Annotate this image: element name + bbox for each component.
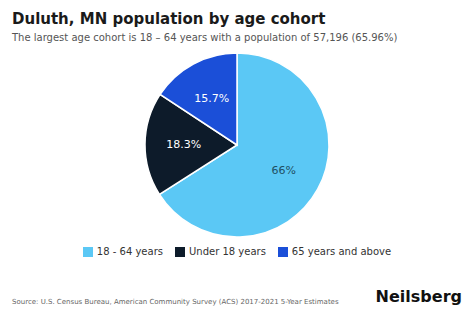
html-text:The largest age cohort is 18 –: The largest age cohort is 18 – 64 years … bbox=[12, 32, 398, 43]
svg-text:15.7%: 15.7% bbox=[194, 92, 229, 105]
html-text:Under 18 years: Under 18 years bbox=[189, 246, 266, 257]
svg-text:18.3%: 18.3% bbox=[166, 138, 201, 151]
svg-text:66%: 66% bbox=[272, 164, 296, 177]
html-text:65 years and above: 65 years and above bbox=[291, 246, 392, 257]
html-text:Duluth, MN population by age c: Duluth, MN population by age cohort bbox=[12, 10, 326, 28]
html-text:Source: U.S. Census Bureau, Am: Source: U.S. Census Bureau, American Com… bbox=[12, 298, 339, 306]
html-text:18 - 64 years: 18 - 64 years bbox=[96, 246, 163, 257]
html-text:Neilsberg: Neilsberg bbox=[375, 287, 462, 306]
